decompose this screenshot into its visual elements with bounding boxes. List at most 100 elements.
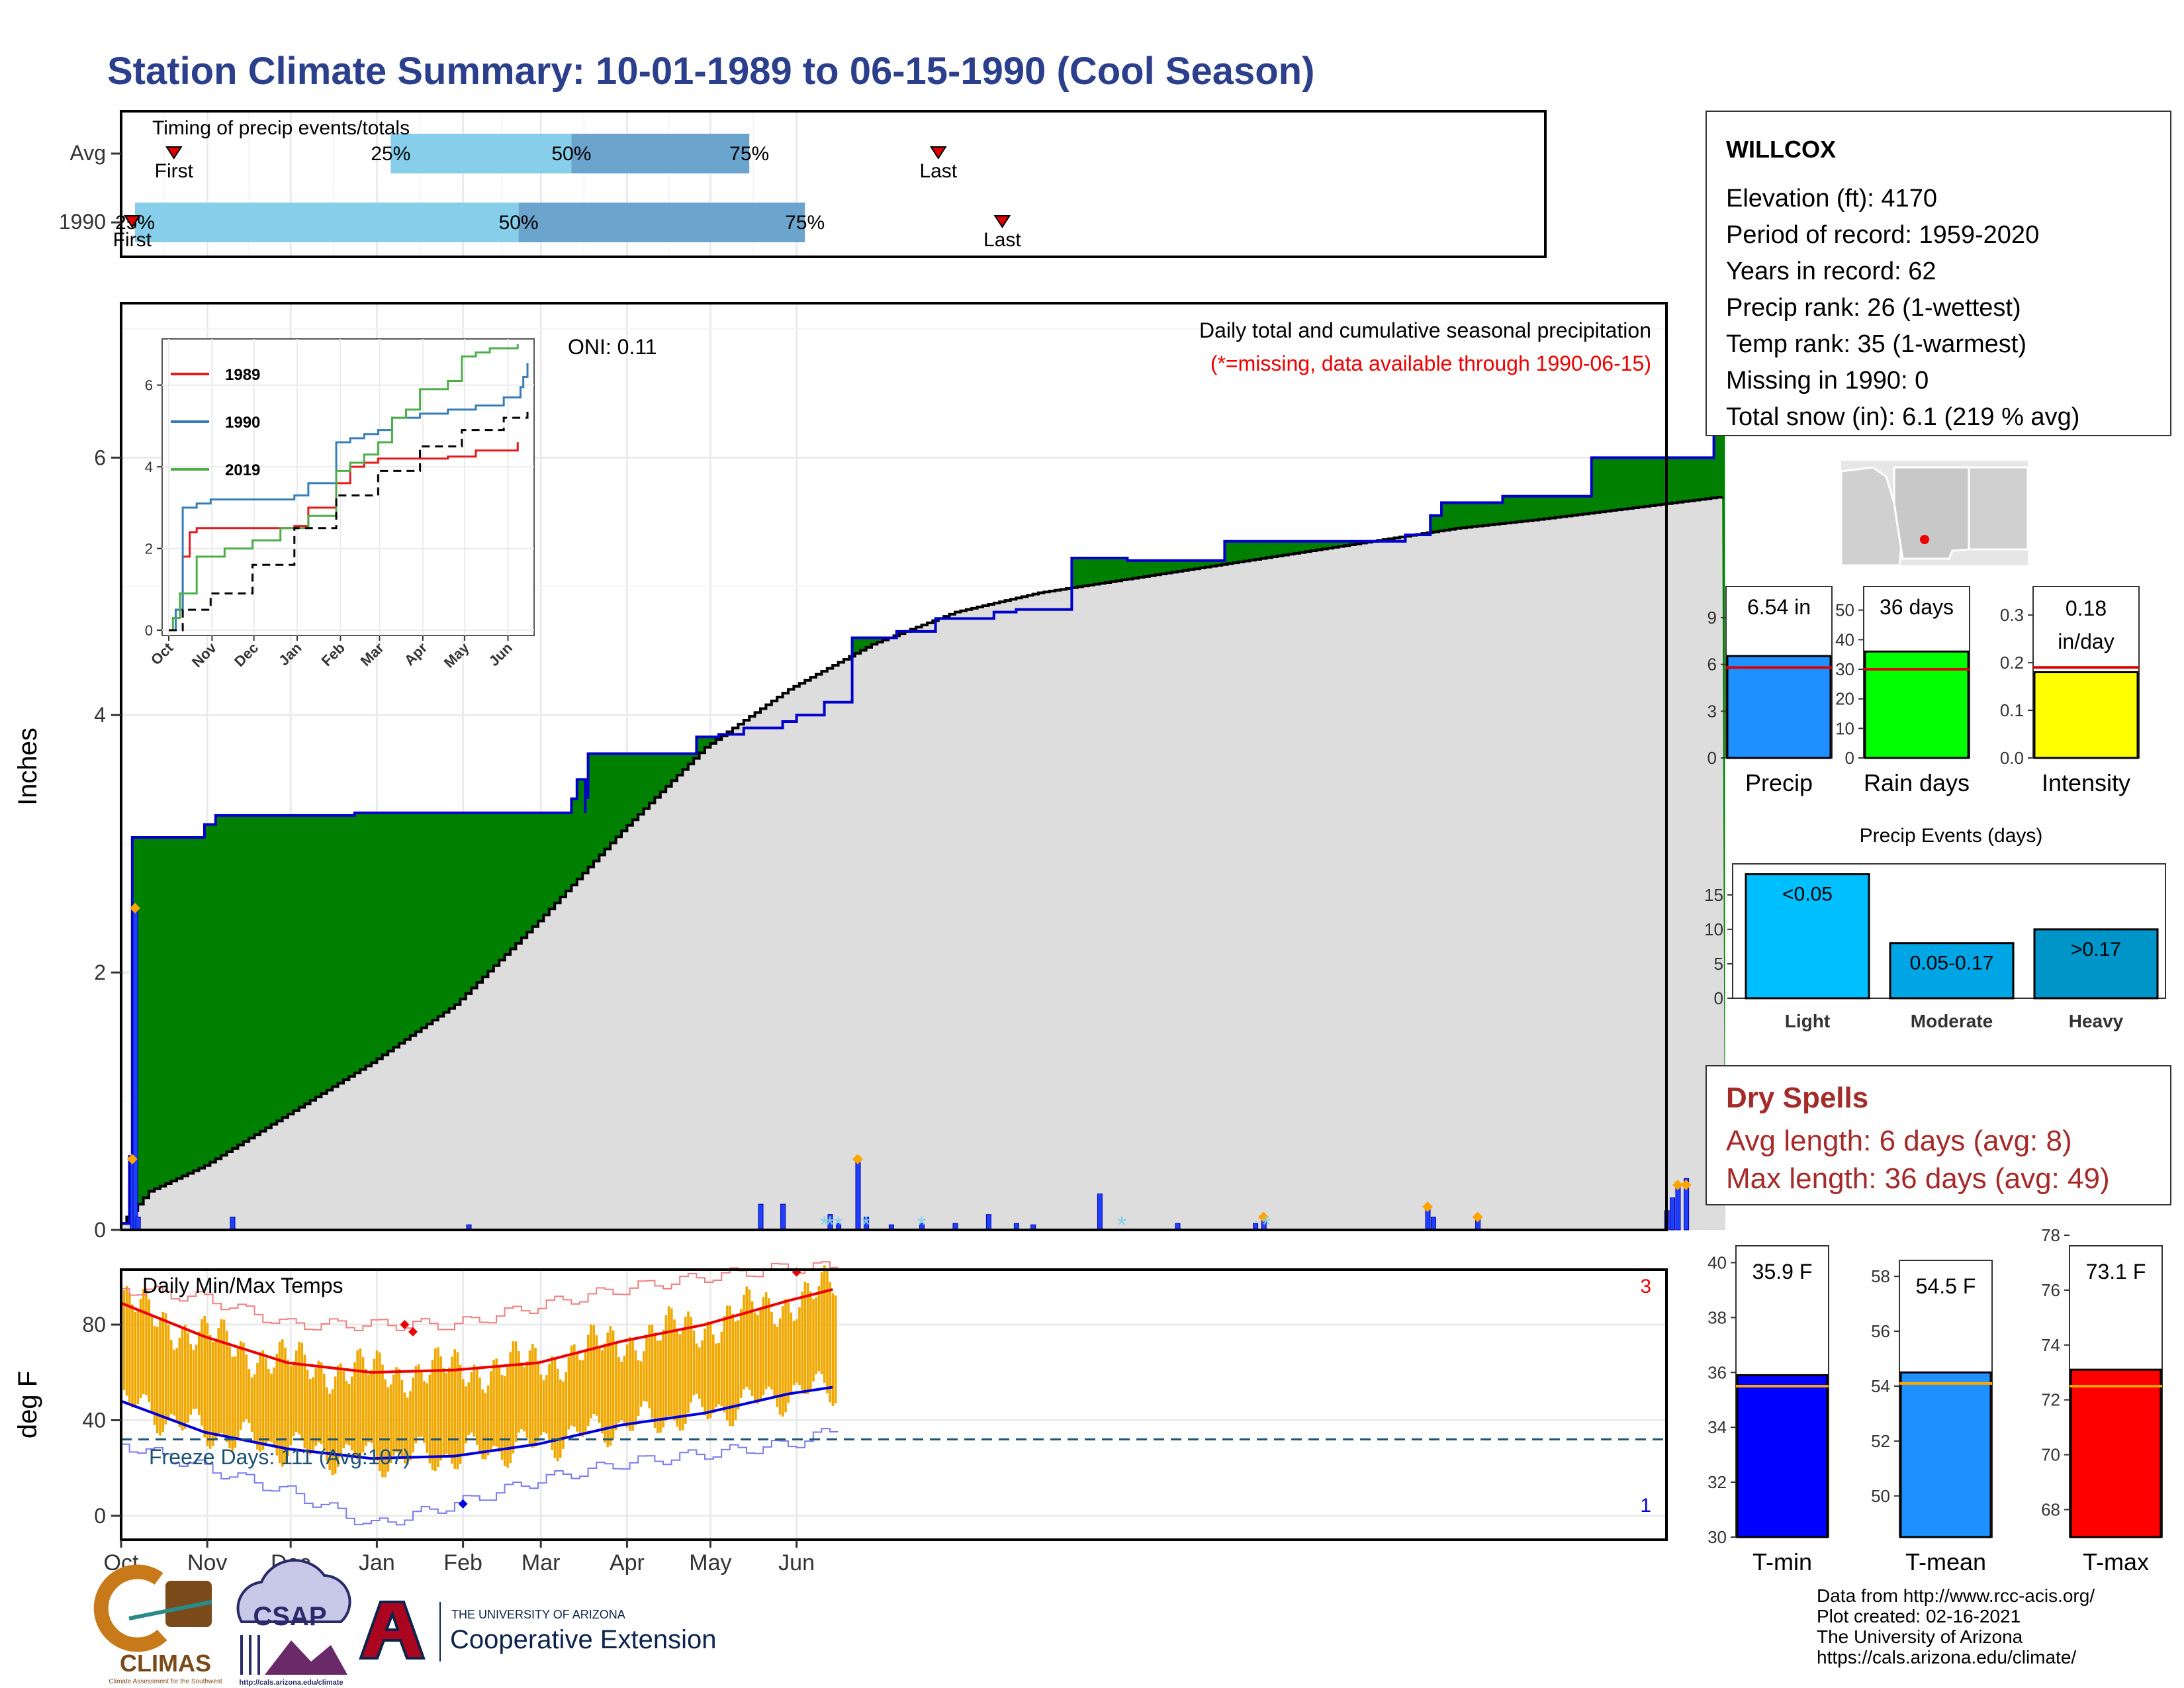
daily-temp-bar xyxy=(712,1335,715,1413)
daily-precip-bar xyxy=(985,1214,991,1231)
daily-temp-bar xyxy=(142,1289,145,1395)
daily-temp-bar xyxy=(456,1352,459,1470)
summary-bar-precip xyxy=(1726,655,1832,759)
extreme-event-marker xyxy=(1672,1179,1683,1190)
daily-temp-bar xyxy=(717,1342,720,1405)
daily-temp-bar xyxy=(565,1372,567,1438)
last-event-label: Last xyxy=(919,160,957,182)
daily-temp-bar xyxy=(170,1340,173,1415)
temp-y-tick-label: 58 xyxy=(1871,1266,1890,1286)
daily-temp-bar xyxy=(256,1363,259,1450)
summary-y-tick-label: 10 xyxy=(1835,718,1854,738)
daily-temp-bar xyxy=(776,1326,779,1407)
daily-temp-bar xyxy=(334,1376,337,1474)
daily-temp-bar xyxy=(281,1339,284,1467)
daily-temp-bar xyxy=(295,1350,298,1432)
climas-logo[interactable]: CLIMAS Climate Assessment for the Southw… xyxy=(93,1564,222,1685)
timing-bar-q1-q2 xyxy=(135,203,519,242)
precip-note: Daily total and cumulative seasonal prec… xyxy=(1199,318,1651,342)
precip-panel-frame xyxy=(120,302,1668,1231)
daily-temp-bar xyxy=(201,1319,203,1426)
temp-value-label: 73.1 F xyxy=(2086,1260,2146,1284)
daily-temp-bar xyxy=(490,1371,492,1450)
daily-temp-bar xyxy=(617,1356,620,1423)
page-title: Station Climate Summary: 10-01-1989 to 0… xyxy=(107,50,1314,93)
daily-temp-bar xyxy=(720,1331,723,1407)
daily-temp-bar xyxy=(592,1325,595,1415)
daily-temp-bar xyxy=(326,1387,328,1461)
daily-temp-bar xyxy=(228,1346,231,1448)
daily-temp-bar xyxy=(231,1356,234,1451)
daily-temp-bar xyxy=(637,1360,640,1417)
summary-y-tick-label: 0 xyxy=(1707,748,1717,768)
daily-temp-bar xyxy=(153,1326,156,1425)
footer-plot-created: Plot created: 02-16-2021 xyxy=(1817,1606,2021,1626)
daily-temp-bar xyxy=(423,1381,426,1443)
temp-y-tick-label: 32 xyxy=(1707,1472,1727,1492)
daily-temp-bar xyxy=(731,1313,734,1427)
summary-value-label: 6.54 in xyxy=(1747,595,1811,619)
daily-temp-bar xyxy=(128,1292,131,1403)
daily-temp-bar xyxy=(796,1319,798,1383)
precip-y-tick-label: 4 xyxy=(94,703,106,727)
daily-temp-bar xyxy=(773,1324,776,1398)
daily-temp-bar xyxy=(684,1317,687,1424)
summary-y-tick-label: 20 xyxy=(1835,689,1854,709)
daily-temp-bar xyxy=(548,1364,551,1441)
daily-temp-bar xyxy=(187,1333,189,1423)
temp-bar-label: T-min xyxy=(1752,1548,1812,1575)
inset-y-tick-label: 4 xyxy=(145,459,153,475)
daily-temp-bar xyxy=(701,1340,704,1407)
snow-marker: * xyxy=(917,1211,927,1238)
ua-logo[interactable]: THE UNIVERSITY OF ARIZONA Cooperative Ex… xyxy=(359,1601,716,1662)
daily-precip-bar xyxy=(1097,1194,1103,1231)
extreme-event-marker xyxy=(1258,1211,1269,1223)
inset-series-1990 xyxy=(169,363,529,632)
daily-temp-bar xyxy=(768,1298,770,1387)
daily-temp-bar xyxy=(506,1366,509,1468)
daily-temp-bar xyxy=(392,1374,395,1456)
daily-precip-bar xyxy=(1670,1197,1676,1231)
daily-temp-bar xyxy=(729,1305,731,1427)
average-cumulative-line xyxy=(121,496,1724,1225)
daily-temp-bar xyxy=(381,1364,384,1477)
timing-pct-label: 50% xyxy=(499,212,539,234)
daily-temp-bar xyxy=(451,1356,453,1464)
month-tick-label: May xyxy=(689,1550,731,1575)
event-category-label: Moderate xyxy=(1911,1011,1993,1031)
summary-y-tick-label: 30 xyxy=(1835,659,1854,679)
summary-y-tick-label: 50 xyxy=(1835,600,1854,620)
oni-text: ONI: 0.11 xyxy=(568,335,657,359)
first-event-marker xyxy=(123,215,141,228)
inset-y-tick-label: 6 xyxy=(145,377,153,394)
summary-value-label: 36 days xyxy=(1880,595,1954,619)
event-range-label: 0.05-0.17 xyxy=(1910,953,1994,974)
daily-temp-bar xyxy=(150,1315,154,1413)
csap-logo[interactable]: CSAP http://cals.arizona.edu/climate xyxy=(236,1559,351,1687)
daily-temp-bar xyxy=(417,1364,420,1438)
daily-temp-bar xyxy=(412,1378,414,1453)
daily-temp-bar xyxy=(534,1347,537,1447)
daily-temp-bar xyxy=(420,1372,423,1437)
daily-temp-bar xyxy=(161,1311,164,1432)
footer-credits: Data from http://www.rcc-acis.org/ Plot … xyxy=(1817,1585,2095,1667)
last-event-marker xyxy=(929,146,947,160)
timing-bar-q2-q3 xyxy=(571,134,750,173)
daily-temp-bar xyxy=(439,1356,442,1461)
daily-temp-bar xyxy=(651,1325,654,1419)
daily-temp-bar xyxy=(525,1361,529,1438)
daily-temp-bar xyxy=(748,1289,751,1390)
daily-temp-bar xyxy=(298,1341,300,1434)
daily-temp-bar xyxy=(453,1349,456,1469)
inset-grid xyxy=(162,339,534,635)
daily-temp-bar xyxy=(706,1321,709,1419)
daily-temp-bar xyxy=(762,1297,765,1395)
climas-logo-line xyxy=(128,1600,212,1620)
temp-y-tick-label: 34 xyxy=(1707,1417,1727,1437)
summary-y-tick-label: 40 xyxy=(1835,630,1854,649)
temp-y-tick-label: 74 xyxy=(2041,1335,2060,1355)
extreme-event-marker xyxy=(852,1154,863,1165)
event-range-label: >0.17 xyxy=(2071,939,2121,961)
daily-temp-bar xyxy=(375,1350,379,1461)
